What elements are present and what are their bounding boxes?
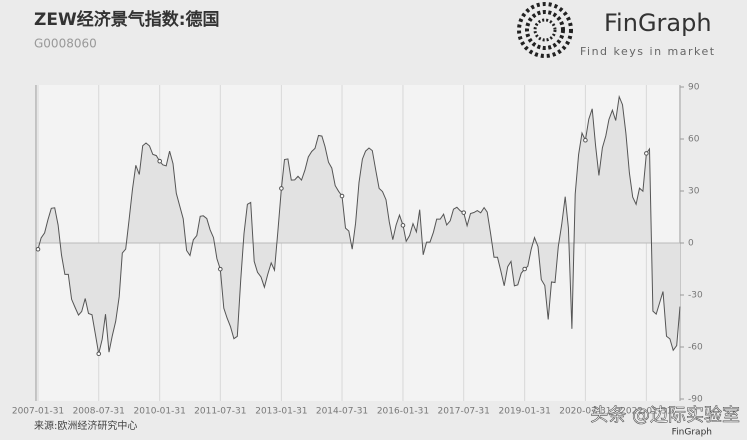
point-marker [35, 246, 41, 252]
area [38, 96, 680, 354]
logo-text: FinGraph [604, 9, 712, 37]
x-tick-label: 2016-01-31 [377, 407, 429, 417]
watermark: 头条 @边际实验室 [590, 405, 740, 426]
x-tick-label: 2020-07-31 [559, 407, 611, 417]
y-tick-label: 0 [688, 239, 694, 249]
x-tick-label: 2008-07-31 [73, 407, 125, 417]
point-marker [279, 186, 284, 191]
logo-icon [517, 2, 573, 58]
y-tick-label: 60 [688, 135, 700, 145]
y-tick-label: -30 [688, 291, 703, 301]
point-marker [96, 351, 102, 357]
y-tick-label: -60 [688, 343, 703, 353]
point-marker [157, 158, 162, 164]
x-tick-label: 2022-01-31 [620, 407, 672, 417]
x-tick-label: 2007-01-31 [12, 407, 64, 417]
point-marker [400, 223, 406, 228]
y-tick-label: 90 [688, 83, 700, 93]
point-marker [583, 137, 588, 143]
x-tick-label: 2019-01-31 [499, 407, 551, 417]
y-tick-label: 30 [688, 187, 700, 197]
x-tick-label: 2014-07-31 [316, 407, 368, 417]
logo-tagline: Find keys in market [580, 45, 716, 58]
x-tick-label: 2010-01-31 [134, 407, 186, 417]
point-marker [218, 266, 223, 272]
y-tick-label: -90 [688, 395, 703, 405]
point-marker [461, 210, 467, 215]
line [37, 94, 681, 354]
x-tick-label: 2013-01-31 [255, 407, 307, 417]
x-tick-label: 2011-07-31 [194, 407, 246, 417]
x-tick-label: 2017-07-31 [438, 407, 490, 417]
source: 来源:欧洲经济研究中心 [34, 419, 137, 432]
chart-title: ZEW经济景气指数:德国 [34, 9, 220, 30]
point-marker [644, 151, 649, 156]
point-marker [339, 193, 345, 199]
chart-subtitle: G0008060 [34, 37, 97, 51]
watermark-small: FinGraph [672, 428, 712, 438]
point-marker [522, 266, 527, 272]
